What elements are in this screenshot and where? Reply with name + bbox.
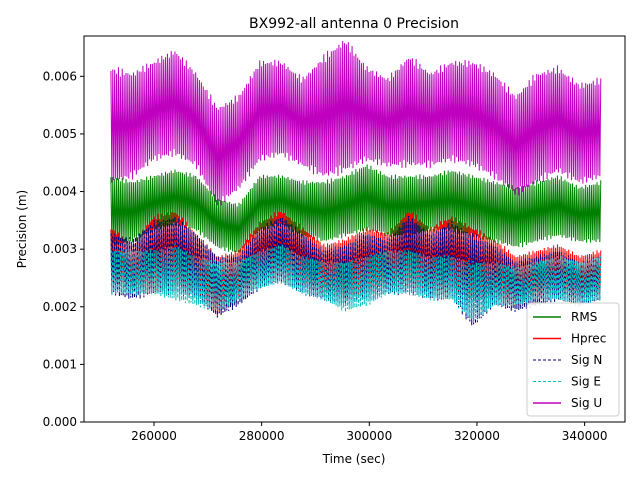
- x-tick-label: 340000: [562, 429, 608, 443]
- legend: RMS Hprec Sig N Sig E Sig U: [526, 302, 620, 417]
- plot-frame: [83, 35, 626, 423]
- series-layer: [110, 40, 602, 326]
- series-sig-u-line: [110, 40, 602, 206]
- y-tick-label: 0.004: [43, 185, 77, 199]
- x-tick-label: 260000: [131, 429, 177, 443]
- series-sig-n-line: [110, 215, 602, 326]
- legend-label-sig-e: Sig E: [571, 375, 601, 389]
- x-tick-label: 300000: [346, 429, 392, 443]
- y-tick-label: 0.001: [43, 357, 77, 371]
- legend-label-hprec: Hprec: [571, 332, 606, 346]
- chart-title: BX992-all antenna 0 Precision: [249, 16, 459, 32]
- x-axis-ticks: 260000 280000 300000 320000 340000: [131, 422, 608, 443]
- y-axis-ticks: 0.000 0.001 0.002 0.003 0.004 0.005 0.006: [43, 69, 84, 429]
- y-tick-label: 0.005: [43, 127, 77, 141]
- y-tick-label: 0.000: [43, 415, 77, 429]
- legend-box: [526, 302, 620, 417]
- y-tick-label: 0.002: [43, 300, 77, 314]
- x-tick-label: 320000: [454, 429, 500, 443]
- legend-label-sig-n: Sig N: [571, 353, 602, 367]
- y-tick-label: 0.003: [43, 242, 77, 256]
- series-rms-line: [110, 164, 602, 253]
- x-axis-label: Time (sec): [322, 452, 386, 466]
- series-sig-e-line: [110, 243, 602, 323]
- y-tick-label: 0.006: [43, 69, 77, 83]
- y-axis-label: Precision (m): [15, 190, 29, 268]
- x-tick-label: 280000: [239, 429, 285, 443]
- legend-label-rms: RMS: [571, 310, 597, 324]
- legend-label-sig-u: Sig U: [571, 396, 602, 410]
